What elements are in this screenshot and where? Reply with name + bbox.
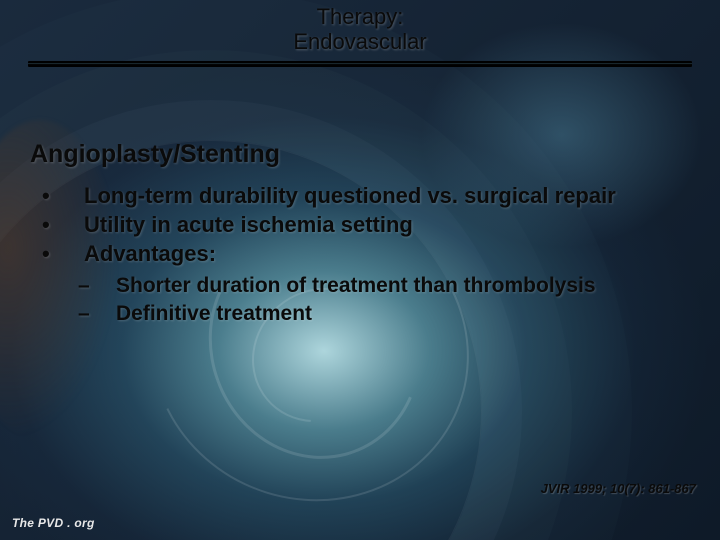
- slide: Therapy: Endovascular Angioplasty/Stenti…: [0, 0, 720, 540]
- title-underline: [28, 61, 692, 67]
- title-block: Therapy: Endovascular: [0, 0, 720, 55]
- title-line-1: Therapy:: [0, 4, 720, 29]
- bullet-item: Long-term durability questioned vs. surg…: [30, 183, 700, 210]
- sub-bullet-item: Shorter duration of treatment than throm…: [30, 273, 700, 299]
- bullet-text: Utility in acute ischemia setting: [84, 212, 413, 237]
- sub-bullet-item: Definitive treatment: [30, 301, 700, 327]
- bullet-text: Long-term durability questioned vs. surg…: [84, 183, 616, 208]
- sub-bullet-text: Definitive treatment: [116, 302, 312, 325]
- sub-bullet-text: Shorter duration of treatment than throm…: [116, 274, 596, 297]
- section-heading: Angioplasty/Stenting: [30, 140, 700, 169]
- sub-bullet-list: Shorter duration of treatment than throm…: [30, 273, 700, 326]
- title-line-2: Endovascular: [0, 29, 720, 54]
- bullet-list: Long-term durability questioned vs. surg…: [30, 183, 700, 267]
- bullet-item: Utility in acute ischemia setting: [30, 212, 700, 239]
- citation: JVIR 1999; 10(7): 861-867: [541, 481, 696, 496]
- bullet-text: Advantages:: [84, 241, 216, 266]
- content-area: Angioplasty/Stenting Long-term durabilit…: [30, 140, 700, 329]
- bullet-item: Advantages:: [30, 241, 700, 268]
- footer-branding: The PVD . org: [12, 516, 95, 530]
